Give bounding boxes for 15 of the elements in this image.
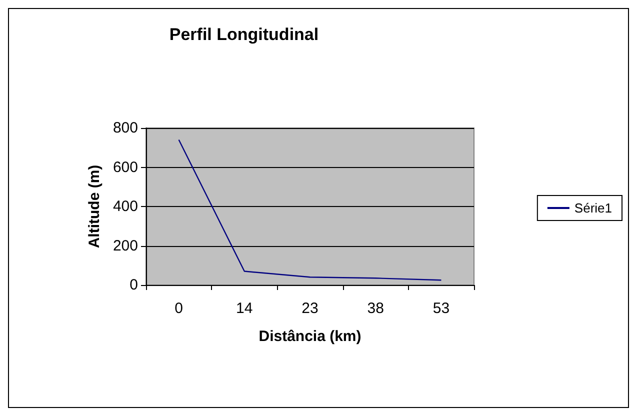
x-tick-label: 23 [302,300,318,317]
y-tick-label: 600 [112,158,138,176]
x-axis-title: Distância (km) [258,328,362,345]
y-axis-title: Altitude (m) [86,164,104,248]
line-series [178,139,442,281]
y-tick-label: 800 [112,120,138,136]
y-tick-label: 200 [112,237,138,254]
x-tick-label: 38 [367,300,384,317]
y-tick-label: 400 [112,198,138,215]
x-tick-label: 53 [432,300,450,317]
y-tick-label: 0 [130,276,138,294]
chart-title: Perfil Longitudinal [169,25,319,44]
x-tick-label: 14 [236,300,253,317]
legend-label: Série1 [574,200,612,216]
x-tick-label: 0 [174,300,183,317]
